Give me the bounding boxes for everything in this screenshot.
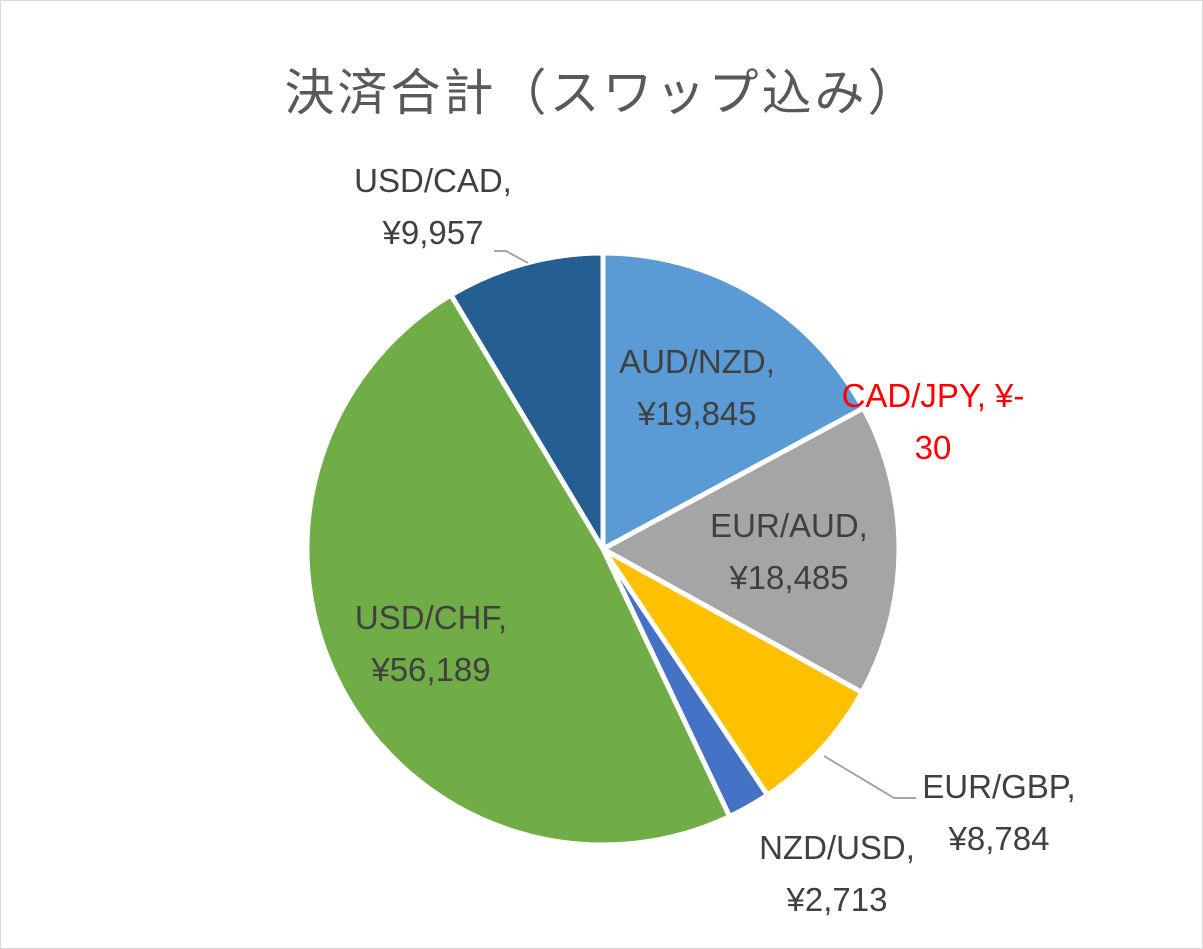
data-label-usd-cad: USD/CAD, ¥9,957 xyxy=(354,162,512,251)
data-label-aud-nzd: AUD/NZD, ¥19,845 xyxy=(619,343,775,432)
pie-slice-usd-chf xyxy=(304,292,733,848)
pie-slice-usd-cad xyxy=(448,250,606,552)
data-label-eur-gbp: EUR/GBP, ¥8,784 xyxy=(922,768,1075,857)
data-label-nzd-usd: NZD/USD, ¥2,713 xyxy=(759,829,915,918)
data-label-usd-chf: USD/CHF, ¥56,189 xyxy=(355,599,507,688)
leader-line-eur-gbp xyxy=(823,755,916,799)
data-label-cad-jpy: CAD/JPY, ¥-30 xyxy=(842,377,1025,466)
data-label-eur-aud: EUR/AUD, ¥18,485 xyxy=(710,507,868,596)
chart-title: 決済合計（スワップ込み） xyxy=(284,64,921,122)
pie-slice-aud-nzd xyxy=(600,250,866,552)
pie-slice-eur-aud xyxy=(600,405,902,695)
leader-line-usd-cad xyxy=(494,250,529,264)
pie-slice-eur-gbp xyxy=(600,546,865,798)
